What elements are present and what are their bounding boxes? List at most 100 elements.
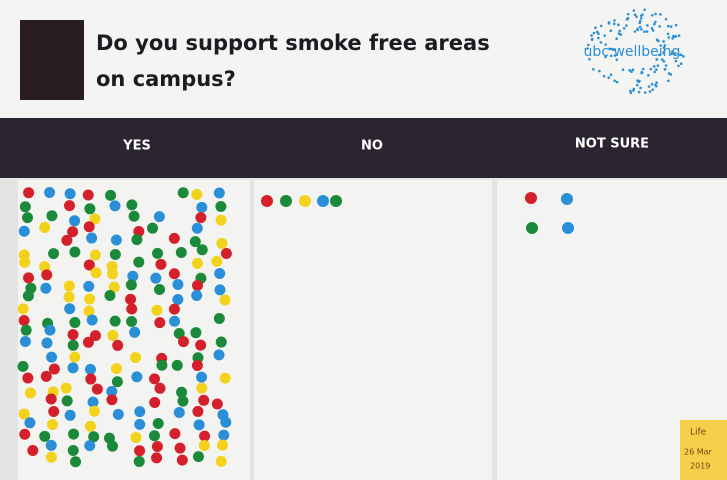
dot — [169, 315, 181, 327]
dot — [604, 55, 607, 59]
dot — [630, 70, 633, 74]
dot — [617, 23, 620, 27]
dot — [63, 291, 75, 303]
dot — [635, 15, 638, 19]
dot — [48, 406, 60, 418]
dot — [586, 43, 590, 47]
dot — [610, 47, 613, 51]
dot — [664, 17, 668, 21]
dot — [171, 359, 183, 371]
dot — [261, 195, 273, 207]
dot — [618, 29, 621, 33]
dot — [658, 53, 661, 57]
dot — [106, 394, 118, 406]
dot — [19, 428, 31, 440]
dot — [679, 62, 683, 66]
dot — [46, 210, 58, 222]
dot — [216, 237, 228, 249]
dot — [64, 303, 76, 315]
dot — [84, 363, 96, 375]
dot — [633, 13, 637, 16]
dot — [169, 428, 181, 440]
dot — [173, 407, 185, 419]
dot — [48, 363, 60, 375]
note-text: Life — [690, 428, 707, 438]
dot — [586, 47, 589, 50]
dot — [609, 29, 613, 33]
dot — [109, 200, 121, 212]
dot — [67, 329, 79, 341]
dot — [39, 430, 51, 442]
dot — [154, 284, 166, 296]
dot — [190, 327, 202, 339]
dot — [68, 428, 80, 440]
dot — [217, 439, 229, 451]
dot — [662, 51, 665, 54]
dot — [196, 371, 208, 383]
dot — [195, 212, 207, 224]
dot — [609, 54, 613, 58]
dot — [613, 54, 617, 57]
dot — [220, 416, 232, 428]
dot — [192, 405, 204, 417]
dot — [84, 440, 96, 452]
dot — [25, 387, 37, 399]
dot — [602, 74, 606, 78]
dot — [83, 280, 95, 292]
dot — [219, 294, 231, 306]
dot — [109, 248, 121, 260]
dot — [125, 279, 137, 291]
dot — [619, 33, 623, 36]
dot — [130, 432, 142, 444]
dot — [613, 19, 616, 22]
dot — [87, 396, 99, 408]
dot — [220, 247, 232, 259]
dot — [625, 24, 628, 27]
dot — [19, 201, 31, 213]
dot — [590, 38, 594, 41]
dot — [651, 29, 655, 32]
dot — [607, 22, 611, 25]
dot — [192, 451, 204, 463]
dot — [525, 192, 537, 204]
dot — [214, 267, 226, 279]
dot — [639, 17, 643, 20]
dot — [663, 44, 667, 47]
vote-dots — [17, 186, 574, 468]
dot — [599, 41, 603, 44]
dot — [111, 376, 123, 388]
dot — [45, 393, 57, 405]
dot — [595, 30, 599, 34]
dot — [107, 440, 119, 452]
dot — [215, 200, 227, 212]
column-label: NO — [361, 139, 383, 154]
dot — [191, 222, 203, 234]
dot — [615, 80, 619, 84]
dot — [674, 59, 678, 63]
dot — [84, 420, 96, 432]
dot — [151, 440, 163, 452]
dot — [127, 270, 139, 282]
dot — [196, 201, 208, 213]
dot — [677, 64, 680, 68]
dot — [651, 88, 654, 92]
dot — [674, 35, 678, 38]
dot — [607, 76, 610, 79]
dot — [664, 64, 668, 67]
dot — [638, 79, 641, 83]
dot — [638, 19, 642, 23]
dot — [104, 290, 116, 302]
dot — [152, 247, 164, 259]
dot — [215, 214, 227, 226]
dot — [667, 36, 671, 39]
dot — [176, 386, 188, 398]
dot — [83, 221, 95, 233]
dot — [317, 195, 329, 207]
dot — [18, 408, 30, 420]
title: on campus? — [96, 67, 236, 91]
dot — [199, 430, 211, 442]
dot — [631, 68, 635, 72]
dot — [89, 330, 101, 342]
dot — [18, 314, 30, 326]
dot — [69, 215, 81, 227]
